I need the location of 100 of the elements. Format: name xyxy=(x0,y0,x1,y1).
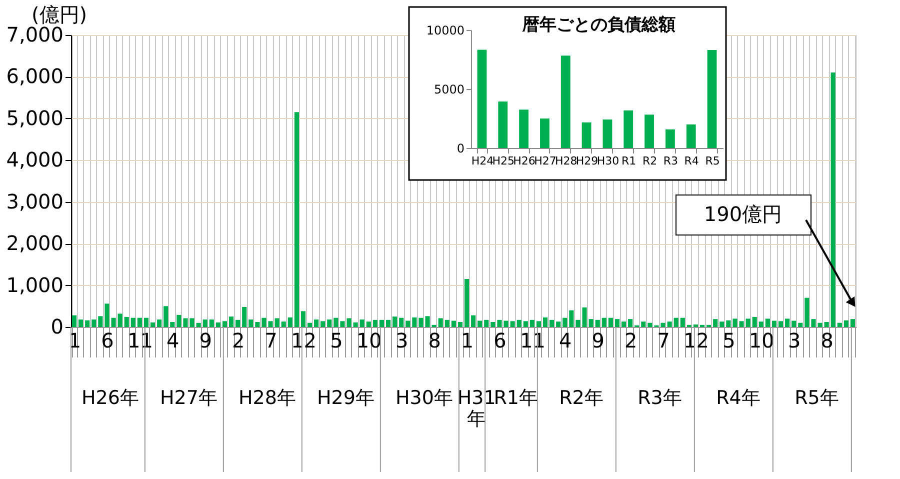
bar xyxy=(562,318,568,327)
bar xyxy=(307,322,312,327)
x-tick-label: 4 xyxy=(166,328,180,352)
x-tick-label: 2 xyxy=(232,328,245,352)
x-tick-label: 11 xyxy=(520,328,546,352)
bar xyxy=(216,322,220,327)
bar xyxy=(236,320,240,327)
x-tick-label: H24 xyxy=(471,154,494,168)
x-tick-label: 3 xyxy=(788,328,801,352)
bar xyxy=(830,72,836,327)
x-tick-label: 10 xyxy=(356,328,382,352)
bar xyxy=(556,322,561,327)
bar xyxy=(300,311,306,327)
x-tick-label: R3 xyxy=(663,154,678,168)
bar xyxy=(752,316,757,327)
bar xyxy=(72,315,77,327)
bar xyxy=(144,318,149,327)
x-tick-label: 5 xyxy=(330,328,343,352)
bar xyxy=(92,319,96,327)
x-tick-label: 7 xyxy=(264,328,278,352)
bar xyxy=(228,316,234,327)
bar xyxy=(621,322,626,327)
x-tick-label: 3 xyxy=(395,328,408,352)
bar xyxy=(399,318,404,327)
bar xyxy=(785,318,790,327)
bar xyxy=(438,318,443,327)
bar xyxy=(778,321,784,327)
bar xyxy=(765,318,770,327)
bar xyxy=(458,322,463,327)
x-tick-label: 7 xyxy=(657,328,670,352)
x-tick-label: H30 xyxy=(596,154,620,168)
text: R2年 xyxy=(559,387,604,409)
y-tick-label: 5,000 xyxy=(6,106,64,130)
bar xyxy=(850,319,856,327)
bar xyxy=(392,316,398,327)
bar xyxy=(523,321,528,327)
bar xyxy=(772,320,777,327)
bar xyxy=(444,320,450,327)
bar xyxy=(530,320,534,327)
bar xyxy=(255,322,260,327)
bar xyxy=(595,320,600,327)
bar xyxy=(334,318,338,327)
x-tick-label: 12 xyxy=(291,328,316,352)
bar xyxy=(644,114,654,148)
bar xyxy=(624,110,634,148)
text: R1年 xyxy=(494,387,538,409)
bar xyxy=(582,122,592,148)
x-tick-label: 12 xyxy=(684,328,709,352)
bar xyxy=(665,129,675,148)
x-tick-label: 2 xyxy=(624,328,638,352)
bar xyxy=(353,322,358,327)
bar xyxy=(281,322,286,327)
x-tick-label: 8 xyxy=(820,328,834,352)
x-tick-label: 11 xyxy=(127,328,153,352)
bar xyxy=(746,318,750,327)
bar xyxy=(693,324,698,327)
bar xyxy=(792,320,796,327)
bar xyxy=(288,317,292,327)
bar xyxy=(560,56,570,148)
bar xyxy=(118,314,122,327)
bar xyxy=(360,319,364,327)
text: H31年 xyxy=(457,387,496,430)
y-axis-title: (億円) xyxy=(32,2,88,26)
text: H29年 xyxy=(317,387,374,409)
bar xyxy=(327,319,332,327)
y-tick-label: 1,000 xyxy=(6,272,64,297)
bar xyxy=(464,279,470,327)
bar xyxy=(386,320,391,327)
text: H27年 xyxy=(160,387,218,409)
bar xyxy=(844,320,848,327)
y-tick-label: 3,000 xyxy=(6,189,64,214)
bar xyxy=(137,318,142,327)
x-tick-label: R5 xyxy=(705,154,720,168)
bar xyxy=(519,110,529,148)
x-tick-label: 9 xyxy=(592,328,604,352)
bar xyxy=(379,320,384,327)
text: R3年 xyxy=(638,387,682,409)
bar xyxy=(536,321,542,327)
bar xyxy=(170,322,175,327)
x-tick-label: H29 xyxy=(576,154,598,168)
bar xyxy=(804,298,810,327)
bar xyxy=(209,319,214,327)
bar xyxy=(150,322,156,327)
bar xyxy=(248,319,254,327)
bar xyxy=(648,322,652,327)
bar xyxy=(798,322,803,327)
y-tick-label: 10000 xyxy=(426,24,464,38)
bar xyxy=(720,322,724,327)
bar xyxy=(406,320,410,327)
bar xyxy=(516,320,522,327)
bar xyxy=(471,315,476,327)
bar xyxy=(98,316,103,327)
x-tick-label: H27 xyxy=(534,154,556,168)
bar xyxy=(542,317,548,327)
y-tick-label: 5000 xyxy=(434,82,464,96)
x-tick-label: R1 xyxy=(622,154,636,168)
bar xyxy=(707,50,717,148)
bar xyxy=(242,306,247,327)
x-tick-label: 1 xyxy=(460,328,474,352)
y-tick-label: 6,000 xyxy=(6,64,64,88)
